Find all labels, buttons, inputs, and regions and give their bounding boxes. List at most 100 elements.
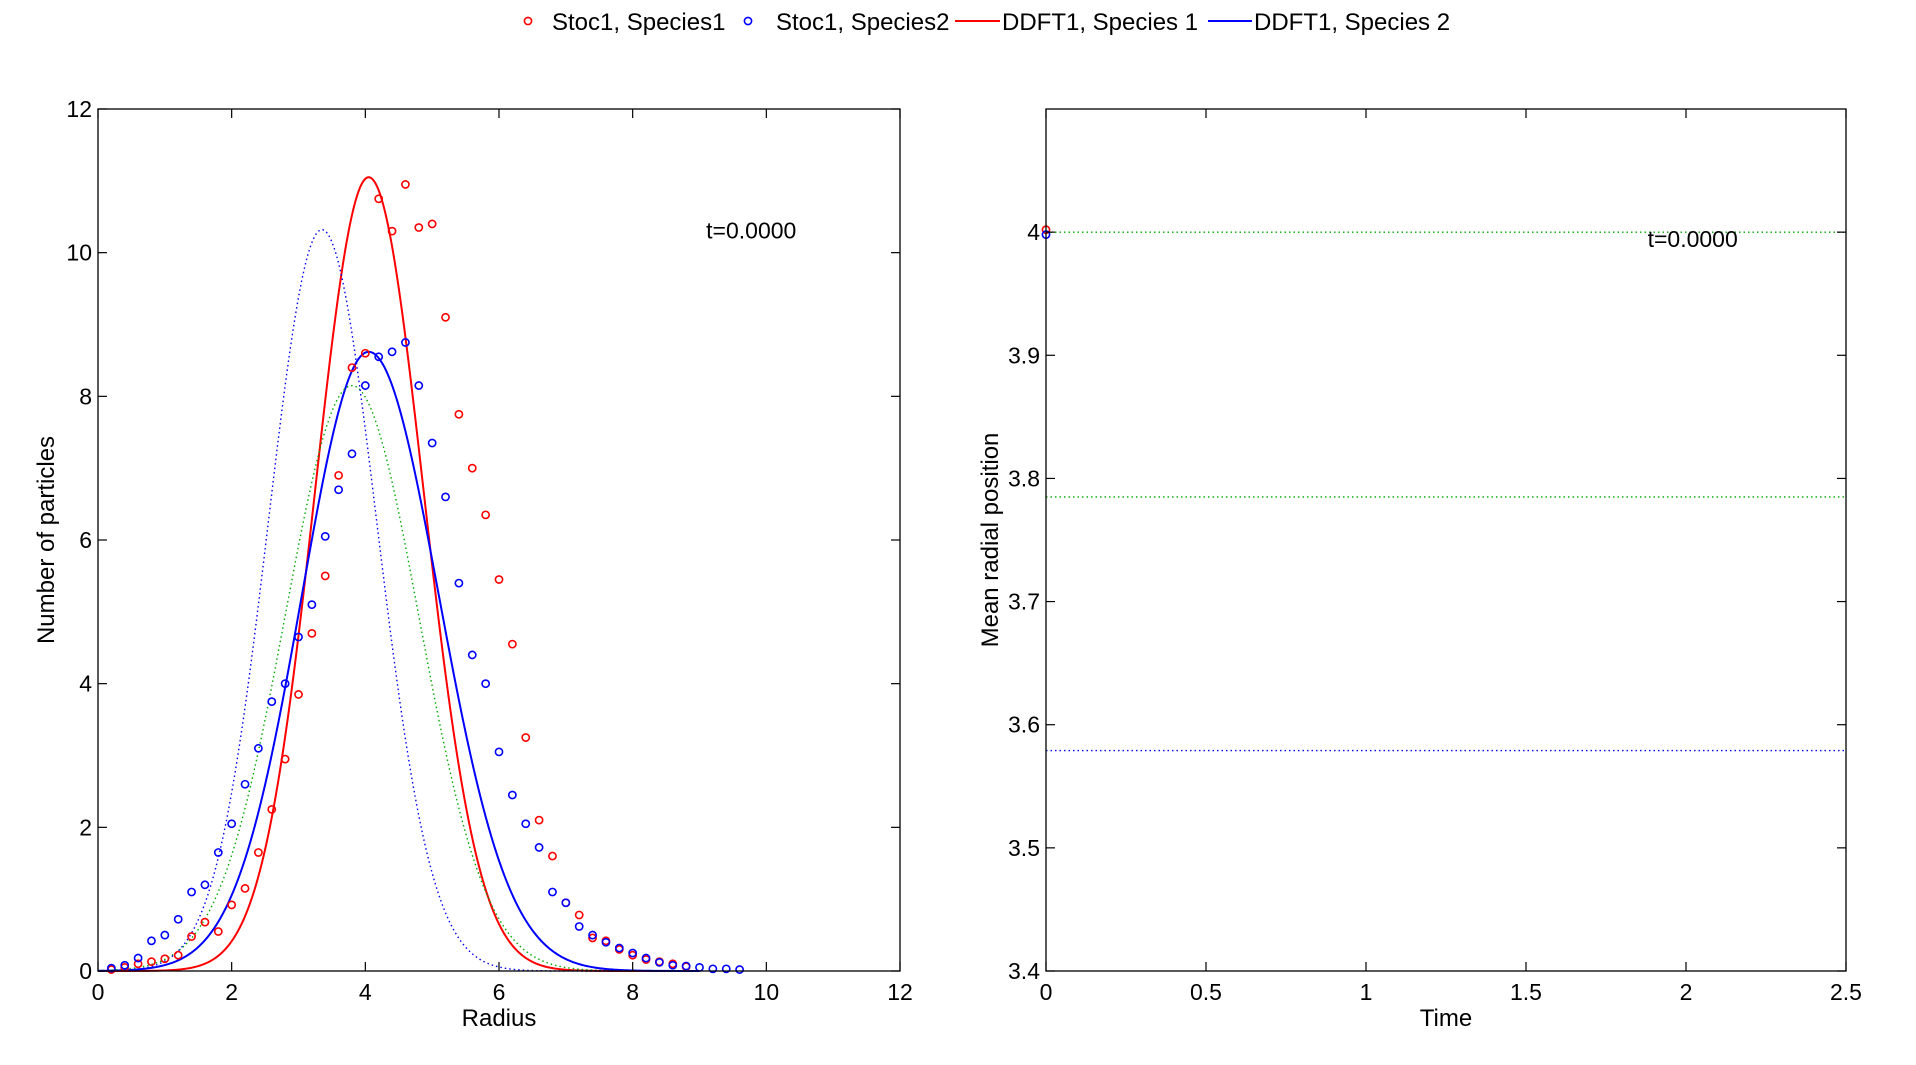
right-plot: 0 0.5 1 1.5 2 2.5 3.4 3.5 3.6 3.7 3.8 3.9 4 t=0.0000… (977, 109, 1862, 1032)
point-stoc1-species2 (362, 382, 369, 389)
y-tick-label: 3.6 (1008, 712, 1040, 738)
point-stoc1-species2 (549, 888, 556, 895)
point-stoc1-species1 (175, 952, 182, 959)
y-tick-label: 3.7 (1008, 589, 1040, 615)
point-stoc1-species1 (335, 472, 342, 479)
legend-label-ddft1-species1: DDFT1, Species 1 (1002, 9, 1198, 36)
point-stoc1-species1 (482, 511, 489, 518)
y-tick-label: 10 (66, 240, 92, 266)
left-points (108, 181, 743, 973)
legend-marker-stoc1-species1 (524, 17, 531, 24)
y-tick-label: 12 (66, 96, 92, 122)
point-stoc1-species2 (308, 601, 315, 608)
point-stoc1-species1 (549, 852, 556, 859)
point-stoc1-species1 (522, 734, 529, 741)
point-stoc1-species1 (455, 411, 462, 418)
point-stoc1-species2 (335, 486, 342, 493)
point-stoc1-species1 (188, 933, 195, 940)
right-lines (1046, 232, 1846, 750)
point-stoc1-species1 (536, 817, 543, 824)
point-stoc1-species2 (175, 916, 182, 923)
x-tick-label: 6 (493, 979, 506, 1005)
x-tick-label: 10 (754, 979, 780, 1005)
x-tick-label: 4 (359, 979, 372, 1005)
point-stoc1-species2 (268, 698, 275, 705)
point-stoc1-species1 (308, 630, 315, 637)
point-stoc1-species2 (429, 439, 436, 446)
y-tick-label: 4 (79, 671, 92, 697)
point-stoc1-species1 (241, 885, 248, 892)
legend: Stoc1, Species1 Stoc1, Species2 DDFT1, S… (524, 9, 1450, 36)
x-tick-label: 1.5 (1510, 979, 1542, 1005)
point-stoc1-species2 (509, 791, 516, 798)
left-time-annotation: t=0.0000 (706, 217, 796, 243)
right-time-annotation: t=0.0000 (1648, 226, 1738, 252)
y-tick-label: 3.4 (1008, 958, 1040, 984)
x-tick-label: 2 (1680, 979, 1693, 1005)
x-tick-label: 0 (1040, 979, 1053, 1005)
y-tick-label: 6 (79, 527, 92, 553)
point-stoc1-species2 (442, 493, 449, 500)
y-tick-label: 3.5 (1008, 835, 1040, 861)
point-stoc1-species1 (215, 928, 222, 935)
x-tick-label: 2.5 (1830, 979, 1862, 1005)
x-tick-label: 8 (626, 979, 639, 1005)
point-stoc1-species1 (495, 576, 502, 583)
point-stoc1-species2 (482, 680, 489, 687)
point-stoc1-species1 (509, 641, 516, 648)
left-xlabel: Radius (462, 1005, 537, 1032)
right-xlabel: Time (1420, 1005, 1472, 1032)
x-tick-label: 0 (92, 979, 105, 1005)
y-tick-label: 4 (1027, 219, 1040, 245)
point-stoc1-species1 (402, 181, 409, 188)
point-stoc1-species1 (228, 901, 235, 908)
left-curves (98, 177, 700, 971)
point-stoc1-species2 (455, 580, 462, 587)
point-stoc1-species1 (442, 314, 449, 321)
point-stoc1-species2 (736, 966, 743, 973)
legend-marker-stoc1-species2 (744, 17, 751, 24)
x-tick-label: 12 (887, 979, 913, 1005)
point-stoc1-species2 (536, 844, 543, 851)
point-stoc1-species2 (228, 820, 235, 827)
left-plot: 0 2 4 6 8 10 12 0 2 4 6 8 10 12 t=0.0000 Radius Numbe… (33, 96, 913, 1032)
point-stoc1-species2 (148, 937, 155, 944)
point-stoc1-species1 (295, 691, 302, 698)
x-tick-label: 1 (1360, 979, 1373, 1005)
point-stoc1-species2 (522, 820, 529, 827)
point-stoc1-species2 (201, 881, 208, 888)
point-stoc1-species2 (415, 382, 422, 389)
curve-ddft1-species-2 (98, 352, 700, 971)
y-tick-label: 3.9 (1008, 342, 1040, 368)
x-tick-label: 0.5 (1190, 979, 1222, 1005)
point-stoc1-species1 (415, 224, 422, 231)
point-stoc1-species2 (255, 745, 262, 752)
legend-label-stoc1-species2: Stoc1, Species2 (776, 9, 949, 36)
y-tick-label: 8 (79, 383, 92, 409)
point-stoc1-species2 (469, 651, 476, 658)
y-tick-label: 3.8 (1008, 465, 1040, 491)
curve-initial-species-1 (98, 386, 700, 971)
y-tick-label: 2 (79, 814, 92, 840)
point-stoc1-species2 (576, 923, 583, 930)
point-stoc1-species1 (429, 220, 436, 227)
point-stoc1-species2 (241, 781, 248, 788)
point-stoc1-species2 (696, 964, 703, 971)
point-stoc1-species2 (322, 533, 329, 540)
y-tick-label: 0 (79, 958, 92, 984)
point-stoc1-species2 (495, 748, 502, 755)
legend-label-ddft1-species2: DDFT1, Species 2 (1254, 9, 1450, 36)
point-stoc1-species1 (255, 849, 262, 856)
point-stoc1-species2 (188, 888, 195, 895)
point-stoc1-species2 (388, 348, 395, 355)
x-tick-label: 2 (225, 979, 238, 1005)
right-ylabel: Mean radial position (977, 433, 1004, 648)
point-stoc1-species1 (469, 465, 476, 472)
curve-ddft1-species-1 (98, 177, 700, 971)
legend-label-stoc1-species1: Stoc1, Species1 (552, 9, 725, 36)
left-ylabel: Number of particles (33, 436, 60, 644)
point-stoc1-species1 (322, 572, 329, 579)
point-stoc1-species2 (161, 931, 168, 938)
point-stoc1-species1 (576, 911, 583, 918)
